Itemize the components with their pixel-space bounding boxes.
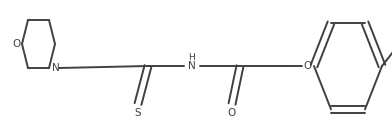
Text: O: O: [12, 39, 20, 49]
Text: O: O: [304, 61, 312, 71]
Text: H: H: [189, 53, 195, 62]
Text: N: N: [52, 63, 60, 73]
Text: S: S: [135, 108, 141, 118]
Text: N: N: [188, 61, 196, 71]
Text: O: O: [228, 108, 236, 118]
